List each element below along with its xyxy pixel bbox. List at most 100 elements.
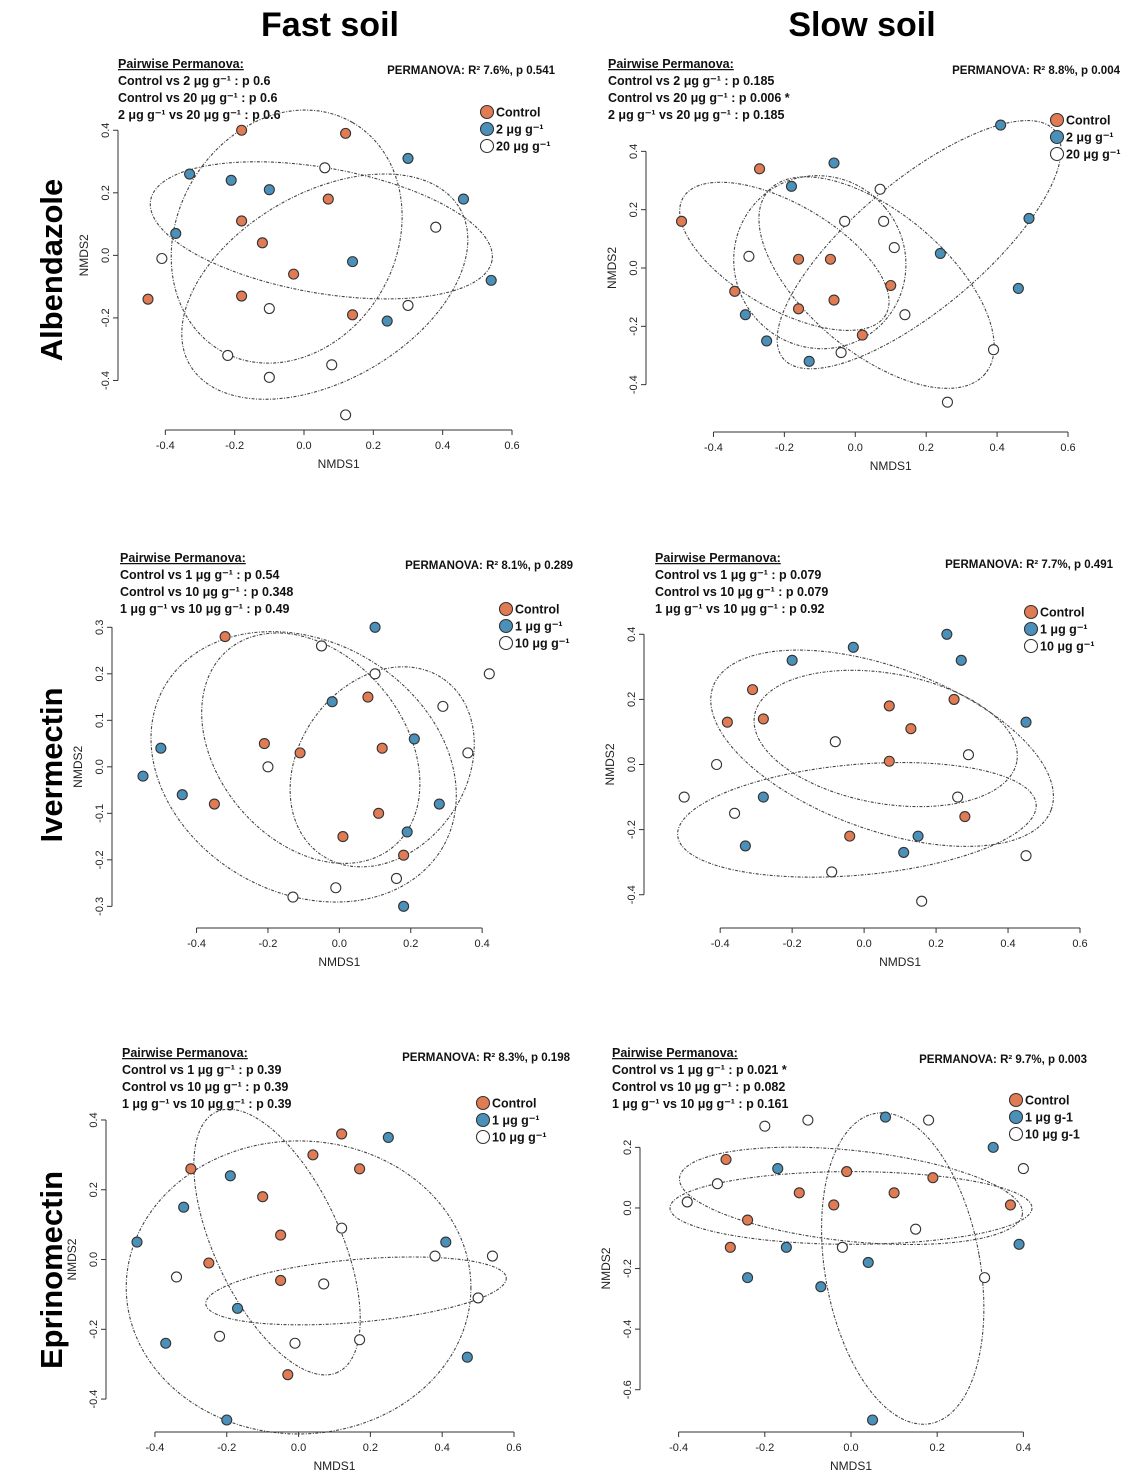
legend-marker-high — [1008, 1126, 1024, 1142]
x-axis-label: NMDS1 — [318, 457, 360, 471]
y-axis-label: NMDS2 — [77, 234, 91, 276]
y-tick-label: 0.2 — [100, 185, 112, 200]
pairwise-result: Control vs 1 μg g⁻¹ : p 0.54 — [120, 568, 279, 582]
data-point-control — [256, 237, 268, 249]
confidence-ellipse — [205, 1256, 507, 1326]
data-point-control — [236, 215, 248, 227]
panels: Pairwise Permanova: Control vs 2 μg g⁻¹ :… — [65, 57, 1121, 1472]
y-tick-label: 0.0 — [622, 1200, 634, 1215]
data-point-low — [221, 1414, 233, 1426]
confidence-ellipse — [289, 666, 475, 868]
data-point-control — [959, 811, 971, 823]
data-point-low — [739, 840, 751, 852]
permanova-result: PERMANOVA: R² 8.8%, p 0.004 — [952, 65, 1120, 77]
data-point-control — [282, 1369, 294, 1381]
legend-marker-high — [479, 138, 495, 154]
data-point-high — [681, 1196, 693, 1208]
y-tick-label: 0.3 — [94, 620, 106, 635]
data-point-high — [483, 668, 495, 680]
confidence-ellipse — [193, 1108, 361, 1376]
legend-label: Control — [492, 1097, 536, 1111]
data-point-control — [792, 253, 805, 265]
legend-label: 20 μg g⁻¹ — [496, 140, 551, 154]
data-point-high — [390, 872, 403, 884]
data-point-control — [346, 309, 359, 321]
data-point-control — [720, 1153, 732, 1166]
legend-label: 20 μg g⁻¹ — [1066, 148, 1121, 162]
x-tick-label: 0.4 — [989, 442, 1004, 454]
data-point-control — [721, 716, 733, 728]
legend-label: Control — [1066, 114, 1110, 128]
x-tick-label: -0.2 — [755, 1442, 774, 1454]
pairwise-result: 1 μg g⁻¹ vs 10 μg g⁻¹ : p 0.161 — [612, 1097, 789, 1111]
x-tick-label: -0.2 — [217, 1442, 236, 1454]
y-tick-label: 0.4 — [626, 627, 638, 642]
data-point-high — [826, 866, 838, 878]
row-title-ivermectin-group: Ivermectin — [34, 687, 69, 842]
y-tick-label: 0.4 — [88, 1112, 100, 1127]
confidence-ellipse — [170, 109, 403, 364]
confidence-ellipse — [679, 181, 890, 331]
legend-marker-high — [475, 1129, 491, 1145]
data-point-low — [457, 193, 470, 205]
data-point-high — [430, 221, 442, 233]
data-point-low — [912, 830, 924, 842]
data-point-low — [231, 1302, 244, 1314]
x-tick-label: -0.4 — [187, 938, 206, 950]
data-point-low — [485, 274, 497, 286]
data-point-control — [275, 1229, 287, 1241]
x-tick-label: 0.2 — [930, 1442, 945, 1454]
x-tick-label: 0.0 — [332, 938, 347, 950]
pairwise-title: Pairwise Permanova: — [118, 57, 244, 71]
data-point-control — [373, 807, 385, 819]
data-point-high — [979, 1272, 991, 1284]
legend-label: 1 μg g⁻¹ — [492, 1114, 540, 1128]
y-tick-label: 0.1 — [94, 713, 106, 728]
data-point-low — [433, 798, 445, 810]
data-point-high — [711, 758, 723, 771]
legend-marker-control — [1023, 604, 1039, 620]
data-point-control — [236, 290, 248, 302]
data-point-control — [294, 747, 306, 759]
data-point-high — [437, 700, 449, 712]
legend-marker-control — [479, 104, 495, 120]
x-tick-label: -0.2 — [783, 938, 802, 950]
data-point-high — [315, 640, 328, 652]
data-point-high — [354, 1334, 366, 1346]
y-axis-label: NMDS2 — [603, 743, 617, 785]
x-tick-label: 0.2 — [919, 442, 934, 454]
y-tick-label: -0.1 — [94, 804, 106, 823]
pairwise-result: 1 μg g⁻¹ vs 10 μg g⁻¹ : p 0.92 — [655, 602, 825, 616]
x-tick-label: 0.4 — [1000, 938, 1015, 950]
confidence-ellipse — [125, 1140, 472, 1435]
confidence-ellipse — [821, 1112, 985, 1425]
legend-marker-control — [475, 1095, 491, 1111]
data-point-low — [170, 227, 182, 240]
pairwise-result: Control vs 10 μg g⁻¹ : p 0.39 — [122, 1080, 288, 1094]
data-point-high — [330, 882, 342, 894]
y-tick-label: -0.3 — [94, 897, 106, 916]
data-point-low — [866, 1414, 879, 1426]
data-point-low — [898, 846, 910, 858]
data-point-high — [962, 749, 975, 761]
data-point-high — [429, 1250, 441, 1262]
data-point-high — [289, 1337, 301, 1349]
data-point-control — [322, 193, 334, 205]
pairwise-result: Control vs 1 μg g⁻¹ : p 0.079 — [655, 568, 821, 582]
y-tick-label: 0.0 — [628, 260, 640, 275]
data-point-high — [759, 1120, 771, 1132]
data-point-low — [987, 1141, 999, 1153]
x-tick-label: 0.2 — [363, 1442, 378, 1454]
x-tick-label: -0.4 — [711, 938, 730, 950]
pairwise-result: Control vs 1 μg g⁻¹ : p 0.39 — [122, 1063, 281, 1077]
data-point-control — [753, 163, 766, 175]
pairwise-result: Control vs 1 μg g⁻¹ : p 0.021 * — [612, 1063, 787, 1077]
data-point-high — [987, 344, 1000, 356]
data-point-high — [462, 747, 474, 759]
data-point-low — [761, 335, 773, 347]
data-point-low — [398, 900, 410, 912]
data-point-control — [376, 742, 388, 754]
data-point-control — [841, 1166, 853, 1178]
pairwise-result: 2 μg g⁻¹ vs 20 μg g⁻¹ : p 0.185 — [608, 108, 785, 122]
x-tick-label: 0.6 — [506, 1442, 521, 1454]
